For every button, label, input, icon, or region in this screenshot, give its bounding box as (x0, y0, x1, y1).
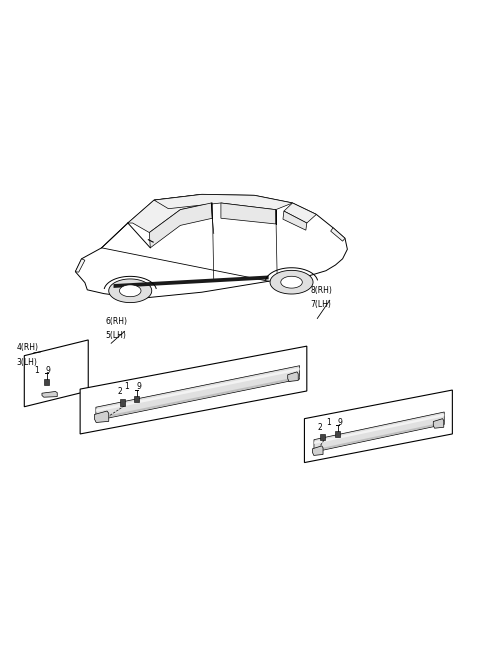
Polygon shape (320, 434, 325, 440)
Polygon shape (128, 194, 211, 233)
Polygon shape (154, 194, 292, 210)
Polygon shape (120, 285, 141, 297)
Text: 1: 1 (124, 382, 129, 391)
Polygon shape (433, 419, 444, 428)
Polygon shape (75, 194, 348, 298)
Text: 8(RH): 8(RH) (311, 285, 333, 295)
Polygon shape (283, 211, 307, 230)
Polygon shape (221, 203, 276, 224)
Polygon shape (120, 399, 125, 406)
Text: 9: 9 (137, 382, 142, 391)
Polygon shape (80, 346, 307, 434)
Text: 7(LH): 7(LH) (311, 300, 332, 310)
Text: 5(LH): 5(LH) (106, 331, 126, 340)
Polygon shape (96, 365, 300, 420)
Text: 2: 2 (118, 387, 122, 396)
Text: 4(RH): 4(RH) (17, 343, 39, 352)
Text: 1: 1 (34, 366, 38, 375)
Polygon shape (284, 203, 316, 223)
Polygon shape (95, 411, 109, 422)
Polygon shape (24, 340, 88, 407)
Polygon shape (336, 431, 340, 437)
Polygon shape (96, 368, 300, 412)
Polygon shape (312, 446, 323, 455)
Polygon shape (96, 377, 300, 420)
Text: 9: 9 (46, 366, 51, 375)
Polygon shape (314, 412, 444, 452)
Text: 3(LH): 3(LH) (17, 358, 37, 367)
Polygon shape (288, 372, 298, 381)
Polygon shape (331, 228, 345, 241)
Polygon shape (134, 396, 139, 402)
Polygon shape (42, 392, 57, 397)
Polygon shape (114, 276, 269, 288)
Polygon shape (44, 379, 49, 385)
Polygon shape (109, 279, 152, 302)
Polygon shape (304, 390, 452, 462)
Polygon shape (149, 203, 212, 248)
Text: 2: 2 (318, 422, 323, 432)
Text: 6(RH): 6(RH) (106, 317, 127, 325)
Polygon shape (75, 259, 85, 272)
Text: 1: 1 (326, 418, 331, 427)
Polygon shape (314, 414, 444, 444)
Polygon shape (314, 422, 444, 451)
Text: 9: 9 (338, 418, 343, 427)
Polygon shape (270, 270, 313, 294)
Polygon shape (281, 276, 302, 288)
